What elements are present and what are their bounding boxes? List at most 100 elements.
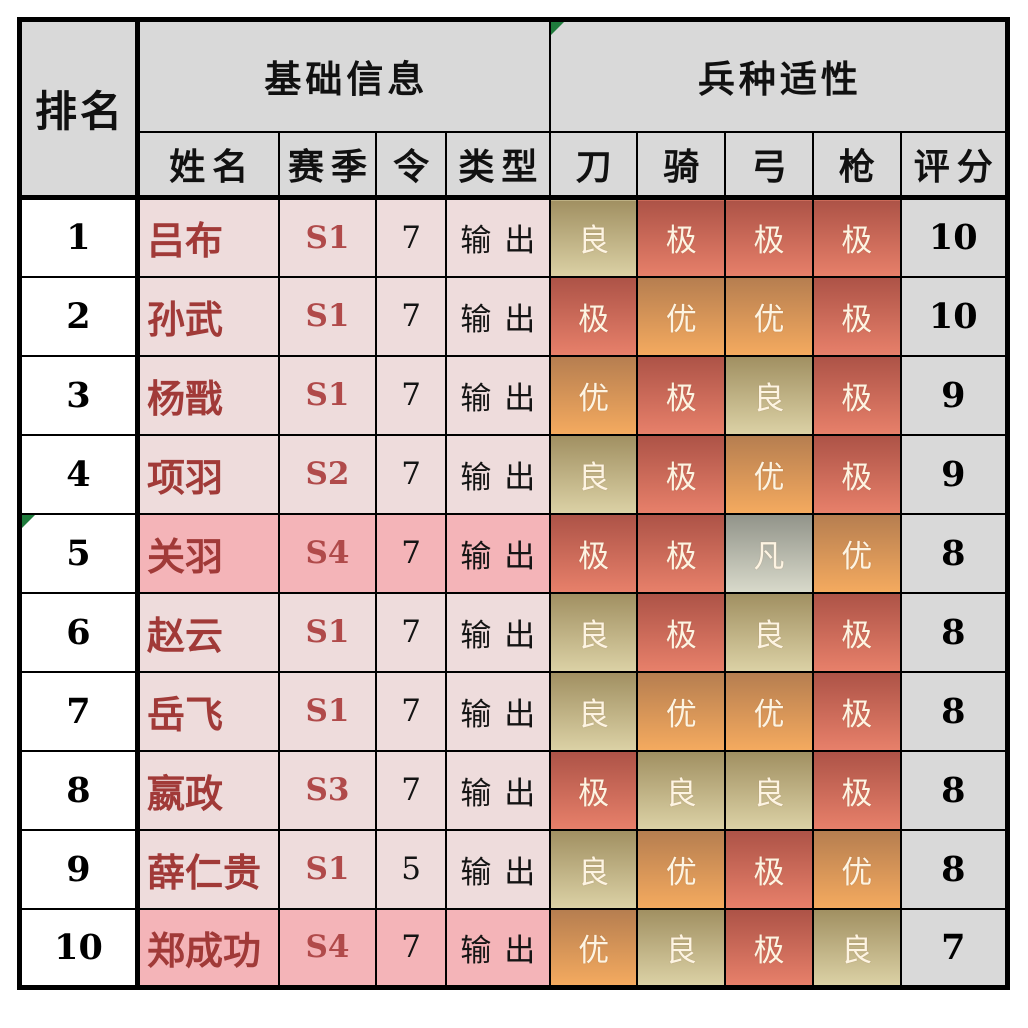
score-cell: 8 [899, 828, 1009, 910]
table-row: 4 项羽 S2 7 输出良极优极 9 [18, 433, 1009, 515]
name-cell: 项羽 [136, 433, 280, 515]
aptitude-cell-gong: 良 [724, 749, 814, 831]
name-cell: 孙武 [136, 275, 280, 357]
table-row: 9 薛仁贵 S1 5 输出良优极优 8 [18, 828, 1009, 910]
col-header-score: 评分 [899, 130, 1009, 200]
aptitude-cell-dao: 极 [548, 275, 639, 357]
green-triangle-icon [22, 515, 35, 528]
aptitude-cell-qiang: 极 [811, 275, 902, 357]
name-cell: 关羽 [136, 512, 280, 594]
score-cell: 10 [899, 275, 1009, 357]
season-cell: S1 [277, 670, 378, 752]
hero-ranking-table: 排名 基础信息 兵种适性 姓名 赛季 令 类型 刀 骑 弓 枪 评分 1 吕布 S1… [17, 17, 1010, 990]
name-cell: 赵云 [136, 591, 280, 673]
aptitude-cell-gong: 极 [724, 907, 814, 989]
rank-cell: 10 [18, 907, 140, 989]
ling-cell: 7 [375, 512, 447, 594]
type-cell: 输出 [444, 591, 551, 673]
col-header-dao: 刀 [548, 130, 639, 200]
aptitude-cell-qi: 极 [636, 433, 727, 515]
ling-cell: 7 [375, 907, 447, 989]
col-header-gong: 弓 [724, 130, 814, 200]
aptitude-cell-gong: 优 [724, 670, 814, 752]
aptitude-cell-qiang: 极 [811, 670, 902, 752]
name-cell: 吕布 [136, 196, 280, 278]
aptitude-cell-dao: 良 [548, 670, 639, 752]
col-header-rank: 排名 [18, 18, 140, 200]
score-cell: 10 [899, 196, 1009, 278]
score-cell: 8 [899, 512, 1009, 594]
aptitude-cell-dao: 优 [548, 907, 639, 989]
aptitude-cell-qiang: 优 [811, 828, 902, 910]
aptitude-cell-dao: 良 [548, 196, 639, 278]
type-cell: 输出 [444, 828, 551, 910]
name-cell: 薛仁贵 [136, 828, 280, 910]
season-cell: S2 [277, 433, 378, 515]
green-triangle-icon [551, 22, 564, 35]
season-cell: S1 [277, 828, 378, 910]
aptitude-cell-dao: 极 [548, 512, 639, 594]
col-header-qi: 骑 [636, 130, 727, 200]
rank-cell: 6 [18, 591, 140, 673]
table-row: 10 郑成功 S4 7 输出优良极良 7 [18, 907, 1009, 989]
season-cell: S1 [277, 275, 378, 357]
table-row: 5 关羽 S4 7 输出极极凡优 8 [18, 512, 1009, 594]
name-cell: 岳飞 [136, 670, 280, 752]
col-header-qiang: 枪 [811, 130, 902, 200]
rank-cell: 2 [18, 275, 140, 357]
aptitude-cell-dao: 良 [548, 828, 639, 910]
rank-cell: 8 [18, 749, 140, 831]
ling-cell: 7 [375, 354, 447, 436]
ling-cell: 5 [375, 828, 447, 910]
aptitude-cell-dao: 极 [548, 749, 639, 831]
season-cell: S3 [277, 749, 378, 831]
ling-cell: 7 [375, 749, 447, 831]
table-row: 2 孙武 S1 7 输出极优优极 10 [18, 275, 1009, 357]
header-group-row: 排名 基础信息 兵种适性 [18, 18, 1009, 200]
table-row: 8 嬴政 S3 7 输出极良良极 8 [18, 749, 1009, 831]
table-body: 1 吕布 S1 7 输出良极极极 10 2 孙武 S1 7 输出极优优极 10 3 杨戬 S1 7 输出优极良极… [18, 196, 1009, 989]
season-cell: S1 [277, 354, 378, 436]
aptitude-cell-gong: 良 [724, 354, 814, 436]
header-columns-row: 姓名 赛季 令 类型 刀 骑 弓 枪 评分 [20, 130, 1009, 200]
table-row: 1 吕布 S1 7 输出良极极极 10 [18, 196, 1009, 278]
aptitude-cell-qiang: 优 [811, 512, 902, 594]
ling-cell: 7 [375, 196, 447, 278]
score-cell: 9 [899, 354, 1009, 436]
name-cell: 杨戬 [136, 354, 280, 436]
type-cell: 输出 [444, 196, 551, 278]
group-header-basic-info: 基础信息 [136, 18, 551, 133]
rank-cell: 4 [18, 433, 140, 515]
score-cell: 8 [899, 670, 1009, 752]
aptitude-cell-qi: 良 [636, 907, 727, 989]
season-cell: S4 [277, 907, 378, 989]
type-cell: 输出 [444, 433, 551, 515]
group-header-troop-aptitude: 兵种适性 [548, 18, 1009, 133]
score-cell: 8 [899, 749, 1009, 831]
aptitude-cell-dao: 优 [548, 354, 639, 436]
aptitude-cell-qi: 优 [636, 828, 727, 910]
aptitude-cell-qi: 极 [636, 196, 727, 278]
aptitude-cell-qi: 良 [636, 749, 727, 831]
aptitude-cell-qi: 极 [636, 354, 727, 436]
hero-ranking-table-container: 排名 基础信息 兵种适性 姓名 赛季 令 类型 刀 骑 弓 枪 评分 1 吕布 S1… [17, 17, 1010, 990]
type-cell: 输出 [444, 512, 551, 594]
group-header-label: 兵种适性 [697, 57, 862, 102]
aptitude-cell-gong: 极 [724, 828, 814, 910]
col-header-ling: 令 [375, 130, 447, 200]
aptitude-cell-qiang: 极 [811, 196, 902, 278]
aptitude-cell-qiang: 极 [811, 749, 902, 831]
aptitude-cell-qi: 极 [636, 591, 727, 673]
rank-cell: 7 [18, 670, 140, 752]
col-header-type: 类型 [444, 130, 551, 200]
aptitude-cell-dao: 良 [548, 591, 639, 673]
aptitude-cell-gong: 凡 [724, 512, 814, 594]
season-cell: S1 [277, 591, 378, 673]
score-cell: 9 [899, 433, 1009, 515]
aptitude-cell-qiang: 极 [811, 591, 902, 673]
table-header: 排名 基础信息 兵种适性 姓名 赛季 令 类型 刀 骑 弓 枪 评分 [18, 18, 1009, 200]
rank-cell: 5 [18, 512, 140, 594]
ling-cell: 7 [375, 275, 447, 357]
type-cell: 输出 [444, 275, 551, 357]
rank-value: 5 [66, 532, 91, 574]
